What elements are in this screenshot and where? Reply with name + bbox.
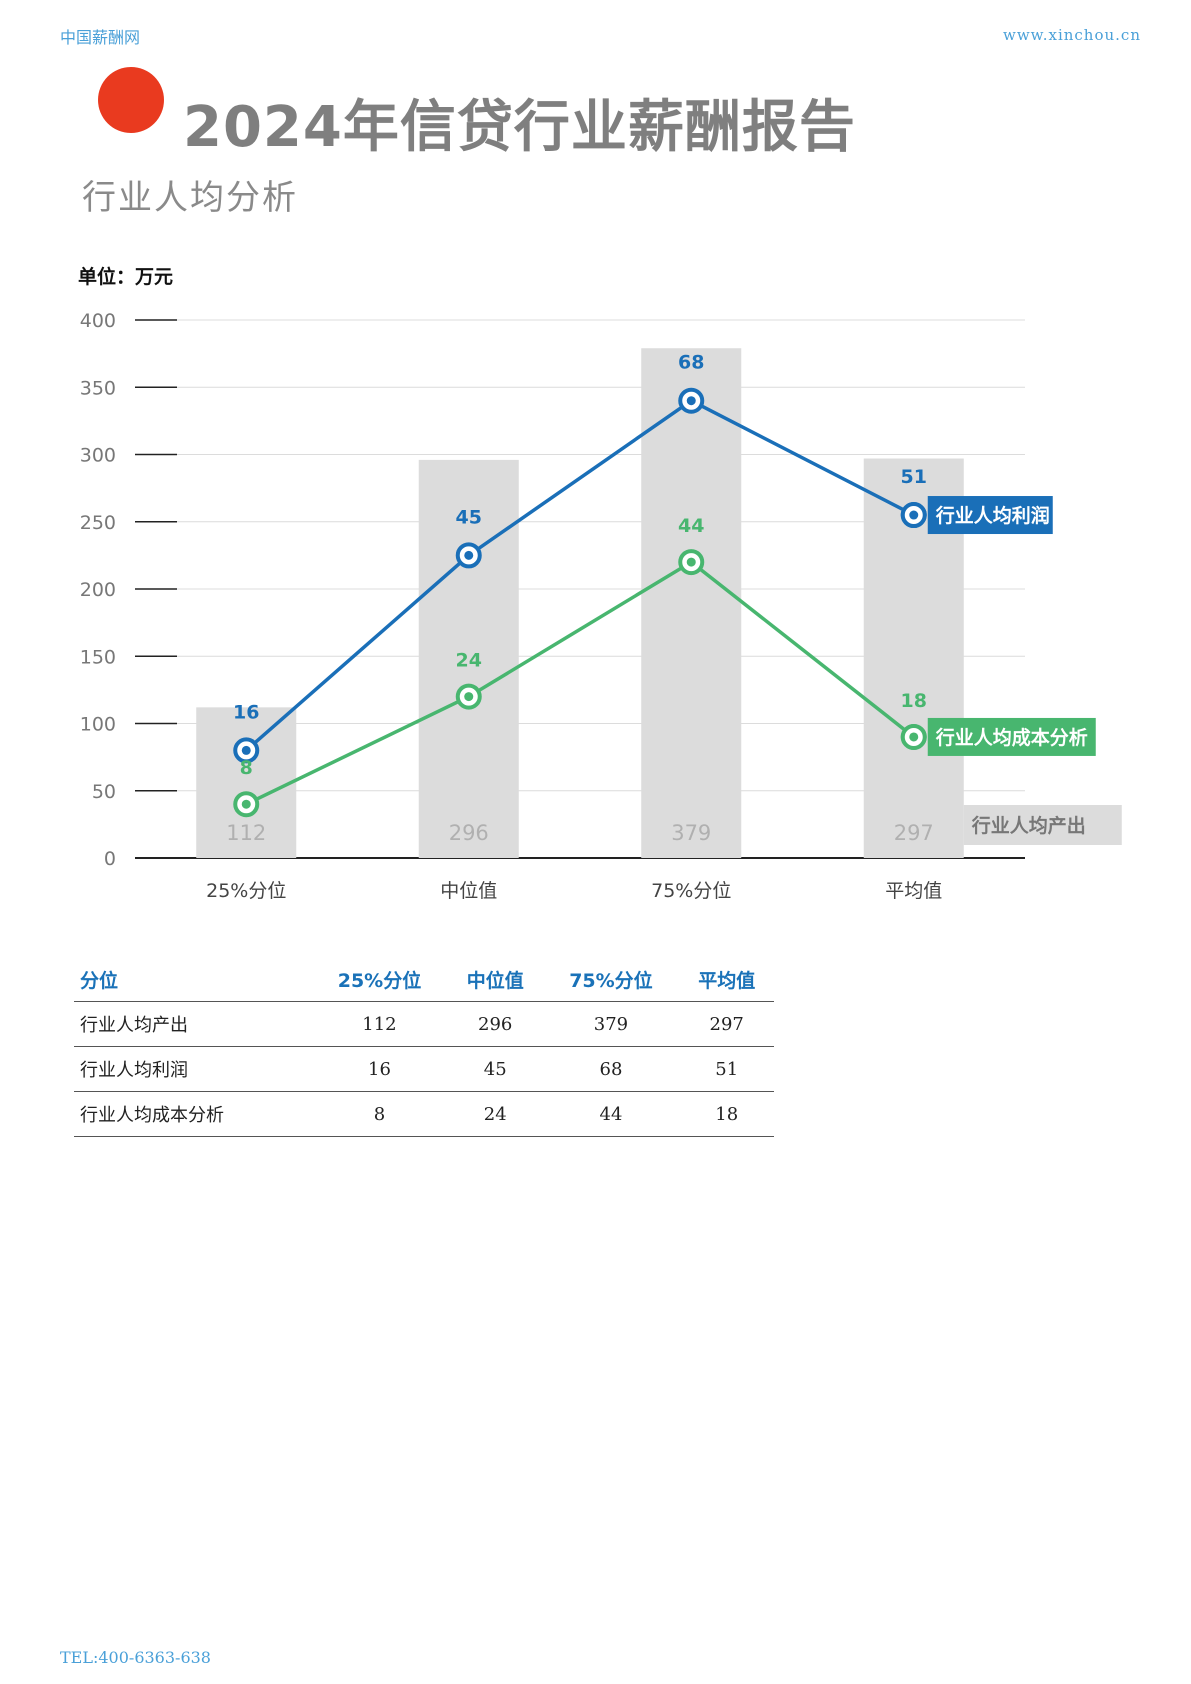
table-header-row: 分位 25%分位 中位值 75%分位 平均值 (74, 957, 774, 1002)
legend-box-cost (927, 717, 1096, 756)
footer-phone: TEL:400-6363-638 (60, 1648, 211, 1667)
table-cell: 16 (311, 1046, 448, 1092)
data-point-center (241, 799, 251, 809)
y-tick-label: 250 (80, 512, 116, 534)
data-point-center (686, 396, 696, 406)
bar (418, 459, 519, 858)
table-cell: 296 (447, 1001, 543, 1047)
y-tick-label: 200 (80, 579, 116, 601)
data-label: 8 (240, 757, 253, 779)
table-header: 25%分位 (311, 957, 448, 1002)
table-cell: 18 (679, 1091, 774, 1137)
row-label: 行业人均产出 (74, 1001, 311, 1047)
bar (196, 707, 297, 858)
profit-line (245, 398, 915, 752)
table-cell: 68 (542, 1046, 680, 1092)
legend-label-output: 行业人均产出 (971, 814, 1086, 837)
y-tick-label: 150 (80, 646, 116, 668)
y-tick-label: 100 (80, 714, 116, 736)
data-point-center (241, 745, 251, 755)
legend-box-output (963, 805, 1122, 845)
table-cell: 51 (679, 1046, 774, 1092)
table-header: 75%分位 (542, 957, 680, 1002)
table-row: 行业人均产出 112 296 379 297 (74, 1001, 774, 1047)
bar-value-label: 296 (449, 821, 489, 845)
data-point-center (686, 557, 696, 567)
legend-label-profit: 行业人均利润 (935, 504, 1050, 527)
combo-chart: 0 50 100 150 200 250 300 350 400 112 25%分位 296 中位值 3… (80, 310, 1122, 902)
table-header: 分位 (74, 957, 311, 1002)
table-cell: 44 (542, 1091, 680, 1137)
table-header: 中位值 (447, 957, 543, 1002)
data-label: 18 (901, 690, 927, 712)
data-label: 24 (456, 650, 482, 672)
table-cell: 24 (447, 1091, 543, 1137)
table-cell: 45 (447, 1046, 543, 1092)
x-tick-label: 平均值 (885, 880, 942, 902)
data-table: 分位 25%分位 中位值 75%分位 平均值 行业人均产出 112 296 37… (74, 957, 774, 1137)
y-tick-label: 0 (104, 848, 116, 870)
bar (641, 348, 742, 858)
legend-label-cost: 行业人均成本分析 (935, 726, 1088, 749)
table-cell: 112 (311, 1001, 448, 1047)
table-cell: 8 (311, 1091, 448, 1137)
red-dot-icon (98, 67, 164, 133)
y-tick-label: 350 (80, 377, 116, 399)
bar-value-label: 297 (894, 821, 934, 845)
cost-line (245, 559, 915, 806)
data-point-center (464, 550, 474, 560)
x-tick-label: 75%分位 (651, 880, 731, 902)
unit-label: 单位：万元 (78, 266, 174, 288)
section-subtitle: 行业人均分析 (82, 178, 298, 218)
y-tick-label: 400 (80, 310, 116, 332)
table-cell: 379 (542, 1001, 680, 1047)
row-label: 行业人均利润 (74, 1046, 311, 1092)
data-point-center (909, 732, 919, 742)
legend-box-profit (927, 496, 1053, 535)
data-label: 16 (233, 701, 259, 723)
site-name: 中国薪酬网 (60, 28, 141, 47)
x-tick-label: 25%分位 (206, 880, 286, 902)
site-url[interactable]: www.xinchou.cn (1002, 26, 1141, 44)
data-label: 68 (678, 352, 704, 374)
table-header: 平均值 (679, 957, 774, 1002)
table-row: 行业人均成本分析 8 24 44 18 (74, 1091, 774, 1137)
data-label: 44 (678, 515, 704, 537)
y-tick-label: 300 (80, 445, 116, 467)
data-label: 45 (456, 506, 482, 528)
x-tick-label: 中位值 (440, 880, 497, 902)
data-point-center (909, 510, 919, 520)
y-tick-label: 50 (92, 781, 116, 803)
bar-value-label: 379 (671, 821, 711, 845)
table-cell: 297 (679, 1001, 774, 1047)
report-title: 2024年信贷行业薪酬报告 (183, 95, 856, 160)
data-point-center (464, 692, 474, 702)
table-row: 行业人均利润 16 45 68 51 (74, 1046, 774, 1092)
row-label: 行业人均成本分析 (74, 1091, 311, 1137)
data-label: 51 (901, 466, 927, 488)
bar-value-label: 112 (226, 821, 266, 845)
